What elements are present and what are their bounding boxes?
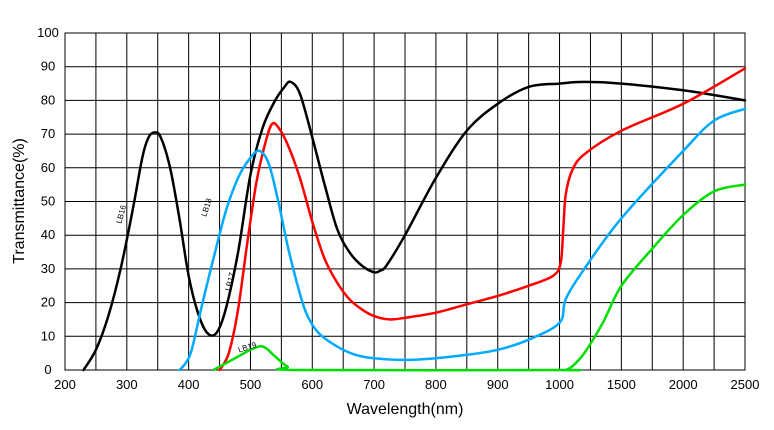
series-label-lb18: LB18 xyxy=(199,197,214,218)
x-tick-label: 700 xyxy=(363,377,385,392)
x-tick-label: 300 xyxy=(116,377,138,392)
curves xyxy=(82,67,747,372)
x-tick-label: 800 xyxy=(425,377,447,392)
series-line-lb16 xyxy=(82,80,747,372)
x-tick-label: 2500 xyxy=(731,377,760,392)
y-tick-label: 20 xyxy=(41,295,55,310)
y-tick-label: 90 xyxy=(41,59,55,74)
x-tick-label: 600 xyxy=(301,377,323,392)
y-tick-label: 10 xyxy=(41,328,55,343)
x-tick-label: 200 xyxy=(54,377,76,392)
y-tick-label: 0 xyxy=(44,362,51,377)
series-line-lb19 xyxy=(212,183,747,372)
x-tick-label: 900 xyxy=(487,377,509,392)
grid xyxy=(65,33,745,370)
series-line-lb18 xyxy=(178,107,747,372)
x-axis-title: Wavelength(nm) xyxy=(347,401,464,418)
series-label-lb16: LB16 xyxy=(115,204,129,225)
x-tick-label: 1500 xyxy=(607,377,636,392)
y-tick-label: 40 xyxy=(41,227,55,242)
y-tick-label: 30 xyxy=(41,261,55,276)
x-tick-label: 500 xyxy=(240,377,262,392)
series-label-lb17: LB17 xyxy=(223,271,237,292)
x-tick-labels: 200 300 400 500 600 700 800 900 1000 1500 2000 2500 xyxy=(54,377,759,392)
series-line-lb17 xyxy=(218,67,747,372)
y-axis-title: Transmittance(%) xyxy=(11,138,28,264)
y-tick-label: 50 xyxy=(41,194,55,209)
x-tick-label: 400 xyxy=(178,377,200,392)
x-tick-label: 2000 xyxy=(669,377,698,392)
y-tick-label: 100 xyxy=(37,25,59,40)
y-tick-label: 80 xyxy=(41,92,55,107)
y-tick-labels: 0 10 20 30 40 50 60 70 80 90 100 xyxy=(37,25,59,377)
y-tick-label: 70 xyxy=(41,126,55,141)
y-tick-label: 60 xyxy=(41,160,55,175)
x-tick-label: 1000 xyxy=(545,377,574,392)
